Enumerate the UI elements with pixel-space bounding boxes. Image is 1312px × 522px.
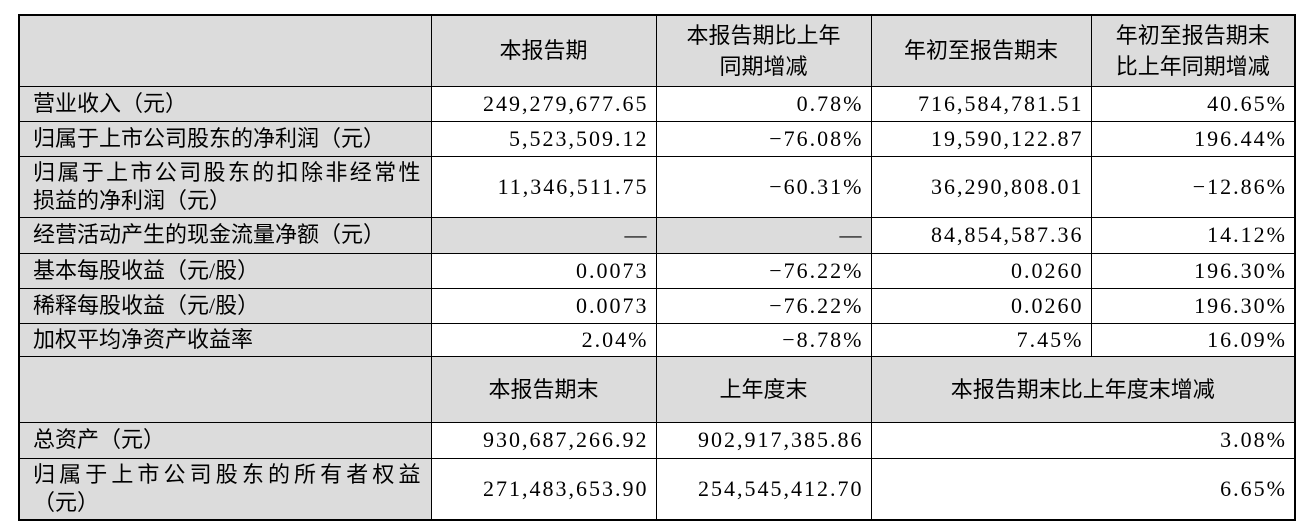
header-row-period: 本报告期 本报告期比上年 同期增减 年初至报告期末 年初至报告期末 比上年同期增… xyxy=(18,14,1296,87)
header-blank-cell-2 xyxy=(18,355,432,423)
cell-yoy-change: −76.08% xyxy=(655,120,872,157)
cell-current-period: 249,279,677.65 xyxy=(430,85,657,122)
cell-ytd: 36,290,808.01 xyxy=(870,155,1092,218)
row-label-line1: 归属于上市公司股东的扣除非经常性 xyxy=(33,159,421,185)
cell-ytd: 7.45% xyxy=(870,322,1092,357)
row-label: 经营活动产生的现金流量净额（元） xyxy=(18,216,432,254)
financial-summary-table: 本报告期 本报告期比上年 同期增减 年初至报告期末 年初至报告期末 比上年同期增… xyxy=(18,14,1296,521)
row-label: 稀释每股收益（元/股） xyxy=(18,287,432,324)
table-row-basic-eps: 基本每股收益（元/股） 0.0073 −76.22% 0.0260 196.30… xyxy=(18,252,1296,289)
header-ytd-yoy-change: 年初至报告期末 比上年同期增减 xyxy=(1090,14,1296,87)
cell-end-of-period: 271,483,653.90 xyxy=(430,457,657,520)
cell-ytd: 0.0260 xyxy=(870,287,1092,324)
header-ytd: 年初至报告期末 xyxy=(870,14,1092,87)
cell-ytd-yoy-change: 14.12% xyxy=(1090,216,1296,254)
header-change-vs-prior-yearend: 本报告期末比上年度末增减 xyxy=(870,355,1296,423)
cell-yoy-change: −60.31% xyxy=(655,155,872,218)
header-ytd-yoy-line1: 年初至报告期末 xyxy=(1115,22,1270,48)
cell-ytd: 0.0260 xyxy=(870,252,1092,289)
cell-current-period: 0.0073 xyxy=(430,252,657,289)
cell-ytd-yoy-change: 40.65% xyxy=(1090,85,1296,122)
table-row-operating-cash-flow: 经营活动产生的现金流量净额（元） — — 84,854,587.36 14.12… xyxy=(18,216,1296,254)
cell-ytd: 84,854,587.36 xyxy=(870,216,1092,254)
header-current-period: 本报告期 xyxy=(430,14,657,87)
row-label-line2: 损益的净利润（元） xyxy=(33,187,232,213)
table-row-net-profit: 归属于上市公司股东的净利润（元） 5,523,509.12 −76.08% 19… xyxy=(18,120,1296,157)
table-row-diluted-eps: 稀释每股收益（元/股） 0.0073 −76.22% 0.0260 196.30… xyxy=(18,287,1296,324)
cell-end-of-prior-year: 254,545,412.70 xyxy=(655,457,872,520)
cell-ytd-yoy-change: 196.30% xyxy=(1090,252,1296,289)
cell-ytd: 716,584,781.51 xyxy=(870,85,1092,122)
header-end-of-prior-year: 上年度末 xyxy=(655,355,872,423)
cell-yoy-change: −76.22% xyxy=(655,287,872,324)
cell-change-vs-prior-yearend: 6.65% xyxy=(870,457,1296,520)
header-yoy-change-line2: 同期增减 xyxy=(719,53,808,79)
cell-ytd-yoy-change: 16.09% xyxy=(1090,322,1296,357)
cell-ytd-yoy-change: −12.86% xyxy=(1090,155,1296,218)
row-label: 归属于上市公司股东的净利润（元） xyxy=(18,120,432,157)
header-row-yearend: 本报告期末 上年度末 本报告期末比上年度末增减 xyxy=(18,355,1296,423)
cell-yoy-change: −76.22% xyxy=(655,252,872,289)
cell-ytd-yoy-change: 196.44% xyxy=(1090,120,1296,157)
row-label: 归属于上市公司股东的扣除非经常性 损益的净利润（元） xyxy=(18,155,432,218)
cell-yoy-change: −8.78% xyxy=(655,322,872,357)
table-row-non-recurring-net-profit: 归属于上市公司股东的扣除非经常性 损益的净利润（元） 11,346,511.75… xyxy=(18,155,1296,218)
cell-current-period: 5,523,509.12 xyxy=(430,120,657,157)
cell-current-period: 2.04% xyxy=(430,322,657,357)
cell-ytd: 19,590,122.87 xyxy=(870,120,1092,157)
header-end-of-period: 本报告期末 xyxy=(430,355,657,423)
row-label: 归属于上市公司股东的所有者权益 （元） xyxy=(18,457,432,520)
cell-yoy-change-na: — xyxy=(655,216,872,254)
cell-yoy-change: 0.78% xyxy=(655,85,872,122)
header-yoy-change-line1: 本报告期比上年 xyxy=(686,22,841,48)
row-label: 营业收入（元） xyxy=(18,85,432,122)
cell-current-period: 0.0073 xyxy=(430,287,657,324)
cell-change-vs-prior-yearend: 3.08% xyxy=(870,421,1296,459)
header-blank-cell xyxy=(18,14,432,87)
cell-end-of-prior-year: 902,917,385.86 xyxy=(655,421,872,459)
row-label-line2: （元） xyxy=(33,489,100,515)
table-row-weighted-roe: 加权平均净资产收益率 2.04% −8.78% 7.45% 16.09% xyxy=(18,322,1296,357)
table-row-equity: 归属于上市公司股东的所有者权益 （元） 271,483,653.90 254,5… xyxy=(18,457,1296,520)
table-row-revenue: 营业收入（元） 249,279,677.65 0.78% 716,584,781… xyxy=(18,85,1296,122)
cell-end-of-period: 930,687,266.92 xyxy=(430,421,657,459)
cell-current-period: 11,346,511.75 xyxy=(430,155,657,218)
header-ytd-yoy-line2: 比上年同期增减 xyxy=(1115,53,1270,79)
table-row-total-assets: 总资产（元） 930,687,266.92 902,917,385.86 3.0… xyxy=(18,421,1296,459)
row-label: 基本每股收益（元/股） xyxy=(18,252,432,289)
row-label-line1: 归属于上市公司股东的所有者权益 xyxy=(33,461,421,487)
header-yoy-change: 本报告期比上年 同期增减 xyxy=(655,14,872,87)
row-label: 加权平均净资产收益率 xyxy=(18,322,432,357)
row-label: 总资产（元） xyxy=(18,421,432,459)
cell-ytd-yoy-change: 196.30% xyxy=(1090,287,1296,324)
cell-current-period-na: — xyxy=(430,216,657,254)
